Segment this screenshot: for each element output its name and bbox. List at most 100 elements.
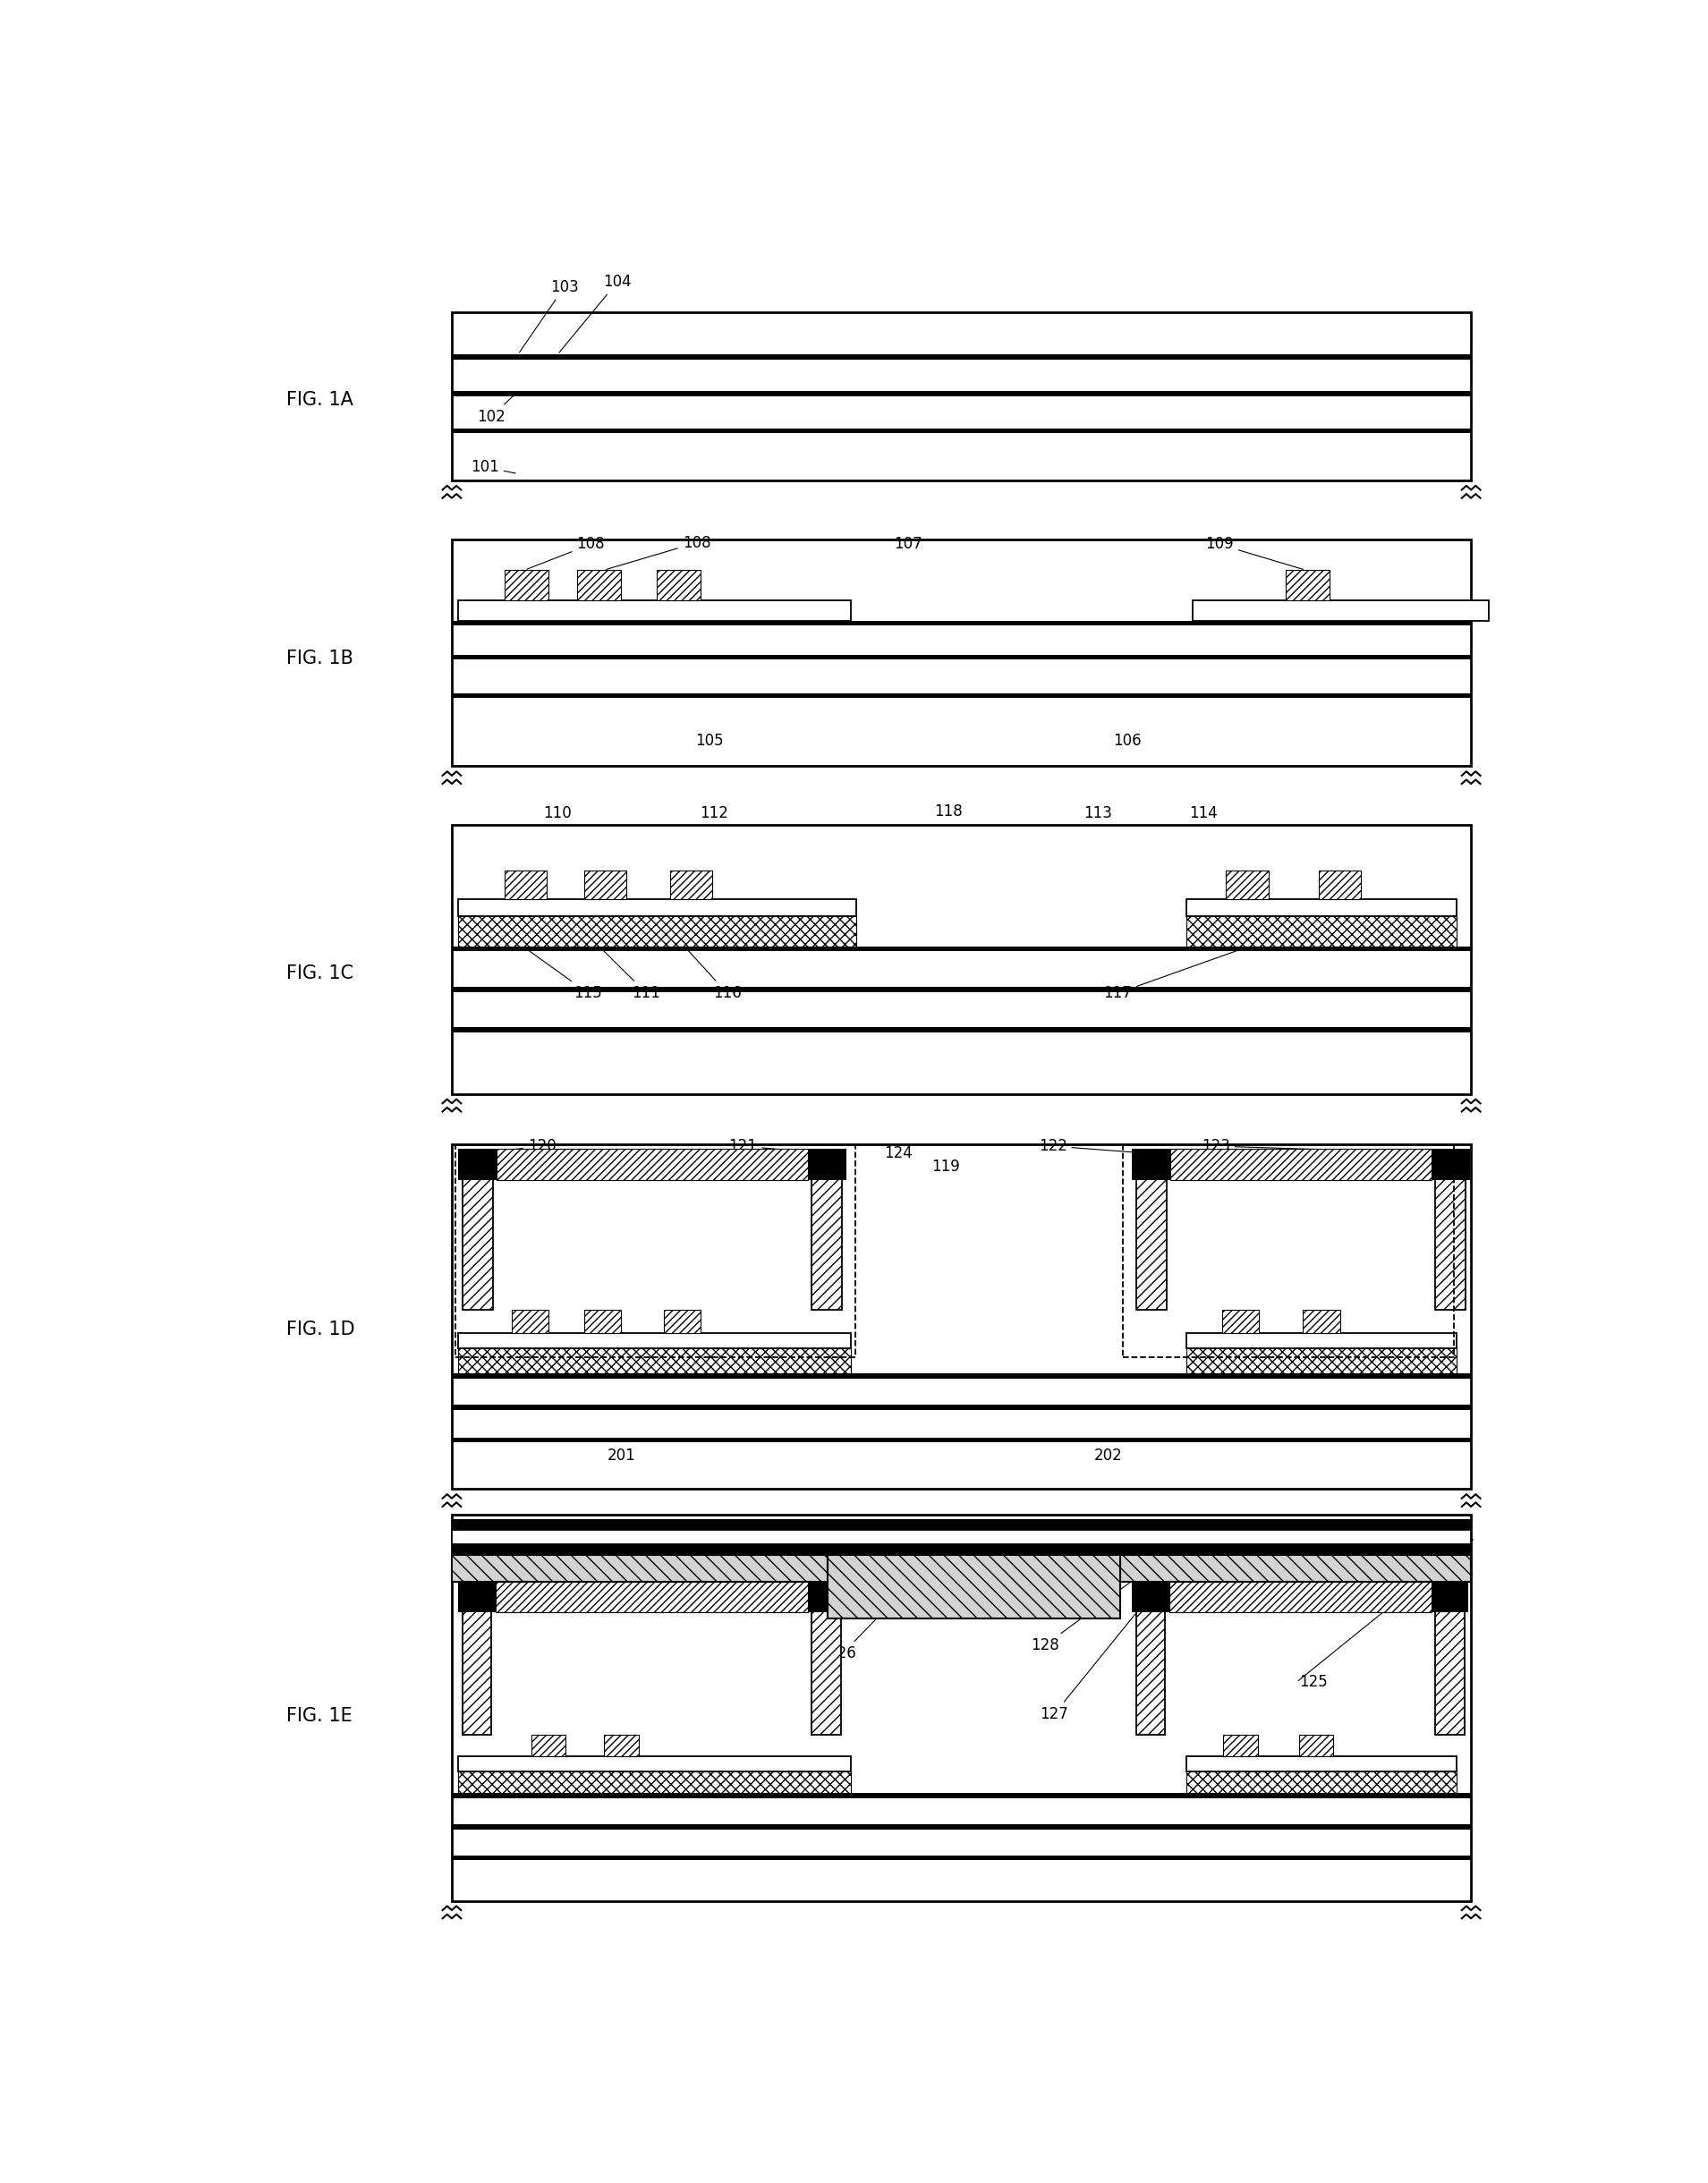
Text: 103: 103 <box>519 279 579 351</box>
Bar <box>1132 1148 1170 1181</box>
Bar <box>458 1757 851 1770</box>
Bar <box>451 539 1471 766</box>
Text: 105: 105 <box>695 733 724 749</box>
Text: 107: 107 <box>895 537 922 552</box>
Bar <box>577 570 622 600</box>
Bar <box>1187 917 1457 947</box>
Bar <box>458 1580 495 1611</box>
Bar <box>463 1159 494 1310</box>
Text: 108: 108 <box>606 535 711 570</box>
Text: 102: 102 <box>477 393 516 426</box>
Text: 113: 113 <box>1083 806 1112 821</box>
Text: 202: 202 <box>1095 1447 1122 1463</box>
Bar <box>1136 1591 1165 1735</box>
Bar <box>458 1334 851 1349</box>
Bar <box>1187 1334 1457 1349</box>
Bar <box>1187 1770 1457 1794</box>
Text: 109: 109 <box>1206 537 1303 570</box>
Bar <box>506 570 548 600</box>
Bar <box>451 1144 1471 1489</box>
Bar <box>458 1148 497 1181</box>
Text: 111: 111 <box>593 939 661 1002</box>
Text: FIG. 1C: FIG. 1C <box>287 965 354 982</box>
Text: 124: 124 <box>883 1144 912 1161</box>
Bar <box>811 1591 840 1735</box>
Text: 123: 123 <box>1201 1137 1447 1155</box>
Bar <box>463 1591 492 1735</box>
Bar <box>658 570 700 600</box>
Text: 125: 125 <box>1300 1674 1327 1690</box>
Text: 126: 126 <box>828 1589 905 1661</box>
Bar <box>497 1148 808 1181</box>
Text: FIG. 1D: FIG. 1D <box>287 1321 355 1338</box>
Text: 121: 121 <box>729 1137 823 1155</box>
Text: 120: 120 <box>480 1137 557 1155</box>
Bar <box>451 1519 1471 1530</box>
Text: 116: 116 <box>678 941 741 1002</box>
Bar <box>451 1028 1471 1033</box>
Bar <box>451 1794 1471 1799</box>
Bar <box>531 1735 565 1757</box>
Text: 110: 110 <box>543 806 572 821</box>
Bar <box>451 655 1471 659</box>
Bar <box>1431 1148 1469 1181</box>
Bar <box>451 1554 828 1580</box>
Bar <box>808 1148 845 1181</box>
Text: 108: 108 <box>526 537 605 570</box>
Bar <box>451 1515 1471 1901</box>
Bar <box>1122 1146 1454 1358</box>
Bar <box>1435 1591 1464 1735</box>
Text: 128: 128 <box>1030 1570 1148 1653</box>
Bar <box>511 1310 548 1334</box>
Bar <box>451 1373 1471 1380</box>
Bar <box>458 600 851 620</box>
Bar <box>451 987 1471 991</box>
Bar <box>1226 871 1269 899</box>
Text: 117: 117 <box>1103 939 1271 1002</box>
Bar <box>670 871 712 899</box>
Bar <box>451 1436 1471 1443</box>
Bar <box>1132 1580 1170 1611</box>
Text: 112: 112 <box>700 806 728 821</box>
Bar <box>451 694 1471 699</box>
Bar <box>1187 1349 1457 1373</box>
Bar <box>1192 600 1489 620</box>
Bar <box>451 1530 1471 1546</box>
Bar <box>1170 1148 1431 1181</box>
Text: 104: 104 <box>559 275 632 351</box>
Bar <box>808 1580 845 1611</box>
Bar <box>584 1310 622 1334</box>
Bar <box>828 1554 1120 1618</box>
Bar <box>1136 1159 1167 1310</box>
Text: FIG. 1B: FIG. 1B <box>287 651 354 668</box>
Bar <box>1187 899 1457 917</box>
Text: 101: 101 <box>471 458 516 476</box>
Text: 114: 114 <box>1189 806 1218 821</box>
Bar <box>584 871 627 899</box>
Bar <box>605 1735 639 1757</box>
Bar <box>1286 570 1329 600</box>
Bar <box>451 1825 1471 1829</box>
Text: FIG. 1E: FIG. 1E <box>287 1707 352 1725</box>
Text: 119: 119 <box>931 1159 960 1174</box>
Bar <box>451 391 1471 397</box>
Text: 201: 201 <box>606 1447 635 1463</box>
Bar <box>451 354 1471 360</box>
Bar <box>1303 1310 1341 1334</box>
Text: 118: 118 <box>934 803 962 819</box>
Text: 106: 106 <box>1112 733 1141 749</box>
Bar <box>451 1546 1471 1554</box>
Bar <box>456 1146 856 1358</box>
Text: 127: 127 <box>1040 1598 1148 1722</box>
Bar <box>664 1310 700 1334</box>
Text: FIG. 1A: FIG. 1A <box>287 391 354 408</box>
Bar <box>495 1580 808 1611</box>
Bar <box>458 1770 851 1794</box>
Bar <box>451 428 1471 434</box>
Bar <box>451 947 1471 952</box>
Bar <box>1223 1735 1257 1757</box>
Bar <box>451 1856 1471 1860</box>
Bar <box>1435 1159 1465 1310</box>
Bar <box>451 825 1471 1094</box>
Bar <box>458 917 856 947</box>
